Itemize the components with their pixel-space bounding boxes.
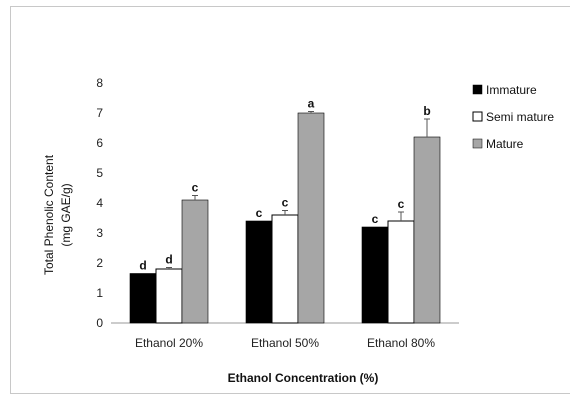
legend: Immature Semi mature Mature xyxy=(472,83,554,151)
bar-mature-3 xyxy=(413,136,441,324)
y-tick-label: 6 xyxy=(96,136,103,150)
bar-chart: 0 1 2 3 4 5 6 7 8 d d c c c a c c b Ethanol 20% Ethanol 5… xyxy=(42,76,554,385)
significance-label: c xyxy=(282,196,289,210)
y-tick-label: 0 xyxy=(96,316,103,330)
legend-label: Mature xyxy=(486,137,524,151)
legend-swatch xyxy=(472,138,483,149)
significance-label: a xyxy=(308,97,315,111)
bar-immature-3 xyxy=(361,226,389,324)
x-category-label: Ethanol 80% xyxy=(367,336,435,350)
x-category-label: Ethanol 20% xyxy=(135,336,203,350)
bar-semi-mature-1 xyxy=(155,268,183,324)
significance-label: d xyxy=(165,253,172,267)
legend-swatch xyxy=(472,84,483,95)
significance-label: c xyxy=(398,197,405,211)
significance-label: d xyxy=(139,259,146,273)
legend-swatch xyxy=(472,111,483,122)
chart-frame: 0 1 2 3 4 5 6 7 8 d d c c c a c c b Ethanol 20% Ethanol 5… xyxy=(10,6,570,394)
bar-mature-1 xyxy=(181,199,209,324)
significance-label: c xyxy=(256,206,263,220)
bars: d d c c c a c c b xyxy=(129,97,441,324)
x-category-label: Ethanol 50% xyxy=(251,336,319,350)
significance-label: b xyxy=(423,104,430,118)
y-tick-label: 7 xyxy=(96,106,103,120)
y-tick-label: 1 xyxy=(96,286,103,300)
y-tick-label: 3 xyxy=(96,226,103,240)
legend-label: Immature xyxy=(486,83,537,97)
legend-label: Semi mature xyxy=(486,110,554,124)
y-tick-label: 5 xyxy=(96,166,103,180)
bar-semi-mature-3 xyxy=(387,220,415,324)
bar-mature-2 xyxy=(297,112,325,324)
y-tick-label: 2 xyxy=(96,256,103,270)
y-tick-labels: 0 1 2 3 4 5 6 7 8 xyxy=(96,76,103,330)
bar-immature-1 xyxy=(129,273,157,324)
y-axis-unit: (mg GAE/g) xyxy=(59,183,73,246)
significance-label: c xyxy=(372,212,379,226)
significance-label: c xyxy=(192,181,199,195)
bar-immature-2 xyxy=(245,220,273,324)
y-axis-title: Total Phenolic Content xyxy=(42,154,56,275)
y-tick-label: 4 xyxy=(96,196,103,210)
x-axis-title: Ethanol Concentration (%) xyxy=(228,371,379,385)
x-category-labels: Ethanol 20% Ethanol 50% Ethanol 80% xyxy=(135,336,435,350)
y-tick-label: 8 xyxy=(96,76,103,90)
bar-semi-mature-2 xyxy=(271,214,299,324)
